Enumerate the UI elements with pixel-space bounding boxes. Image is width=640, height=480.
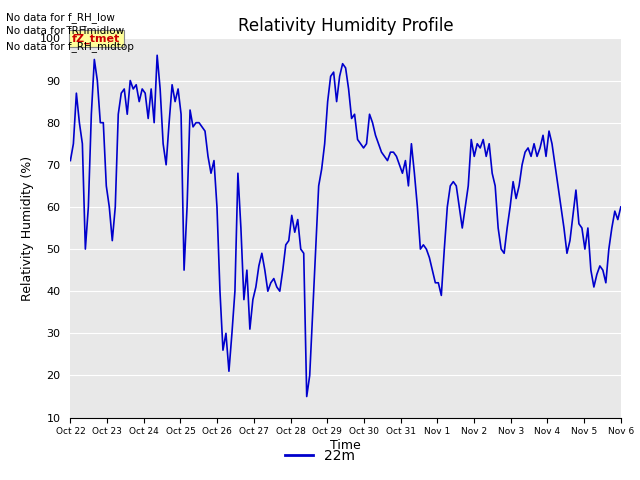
Legend: 22m: 22m	[280, 443, 360, 468]
Y-axis label: Relativity Humidity (%): Relativity Humidity (%)	[21, 156, 34, 300]
Text: fZ_tmet: fZ_tmet	[72, 33, 120, 44]
X-axis label: Time: Time	[330, 439, 361, 452]
Title: Relativity Humidity Profile: Relativity Humidity Profile	[238, 17, 453, 36]
Text: No data for f̅RH̅midlow: No data for f̅RH̅midlow	[6, 26, 125, 36]
Text: No data for f_RH_low: No data for f_RH_low	[6, 12, 115, 23]
Text: No data for f_RH_midtop: No data for f_RH_midtop	[6, 41, 134, 52]
